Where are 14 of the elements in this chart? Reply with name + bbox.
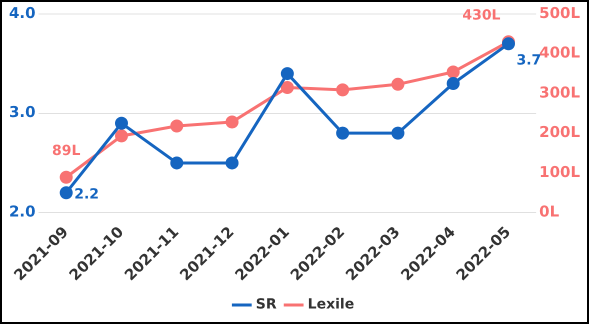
legend-label: SR xyxy=(256,296,277,313)
y-tick-label: 4.0 xyxy=(8,4,36,22)
y2-tick-label: 400L xyxy=(539,44,580,62)
legend-label: Lexile xyxy=(308,296,354,313)
y2-tick-label: 300L xyxy=(539,83,580,102)
data-label: 430L xyxy=(462,7,501,24)
y2-tick-label: 200L xyxy=(539,123,580,142)
y-tick-label: 3.0 xyxy=(8,103,36,122)
y-tick-label: 2.0 xyxy=(8,202,36,220)
y2-tick-label: 500L xyxy=(539,4,580,22)
y2-tick-label: 100L xyxy=(539,162,580,181)
y2-tick-label: 0L xyxy=(539,202,560,220)
data-label: 2.2 xyxy=(74,186,100,202)
data-label: 89L xyxy=(52,142,80,159)
